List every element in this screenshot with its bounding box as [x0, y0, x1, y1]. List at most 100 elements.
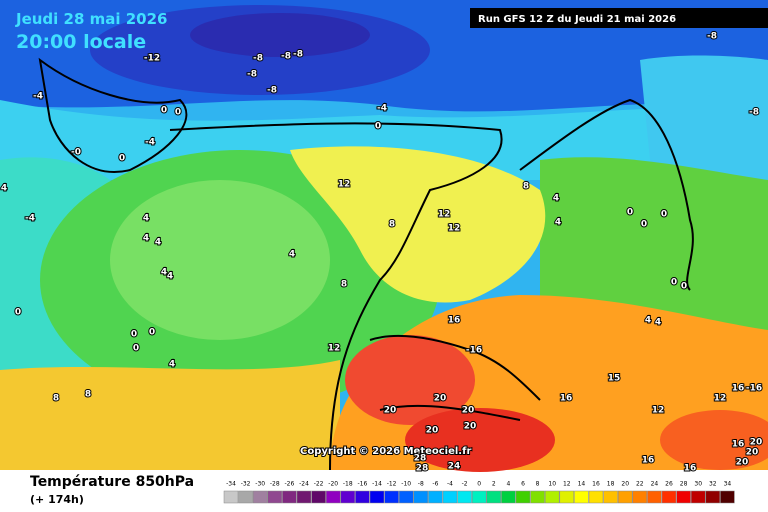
scale-swatch [442, 490, 458, 504]
hot-core [660, 410, 768, 470]
scale-label: -22 [314, 481, 324, 488]
contour-line [169, 122, 503, 471]
scale-label: -14 [372, 481, 382, 488]
scale-label: -8 [418, 481, 424, 488]
isoline-label: 0 [15, 308, 21, 318]
scale-swatch [515, 490, 531, 504]
warm-zone [0, 360, 340, 470]
scale-swatch [223, 490, 239, 504]
scale-label: 34 [724, 481, 732, 488]
scale-swatch [720, 490, 735, 504]
isoline-label: 16 [448, 316, 461, 326]
scale-label: -30 [255, 481, 265, 488]
scale-swatch [588, 490, 604, 504]
hot-core [345, 335, 475, 425]
scale-label: 8 [536, 481, 540, 488]
isoline-label: 20 [426, 426, 439, 436]
scale-label: 30 [694, 481, 702, 488]
cold-core [190, 13, 370, 57]
isoline-label: 12 [328, 344, 341, 354]
isoline-label: 0 [131, 330, 137, 340]
scale-swatch [471, 490, 487, 504]
coastline [519, 98, 694, 291]
hot-core [405, 408, 555, 472]
isoline-label: -8 [293, 50, 303, 60]
isoline-label: 4 [555, 218, 561, 228]
scale-label: -28 [270, 481, 280, 488]
isoline-label: 4 [167, 272, 173, 282]
run-box [470, 8, 768, 28]
isoline-label: -0 [71, 148, 81, 158]
scale-label: 4 [506, 481, 510, 488]
warm-zone [290, 146, 546, 303]
scale-swatch [398, 490, 414, 504]
isoline-label: -16 [746, 384, 762, 394]
isoline-label: 4 [645, 316, 651, 326]
isoline-label: 4 [155, 238, 161, 248]
mild-core [110, 180, 330, 340]
scale-label: 10 [548, 481, 556, 488]
isoline-label: 8 [341, 280, 347, 290]
isoline-label: 4 [143, 234, 149, 244]
isoline-label: -8 [247, 70, 257, 80]
scale-swatch [252, 490, 268, 504]
scale-swatch [238, 490, 253, 504]
isoline-label: 12 [652, 406, 665, 416]
scale-swatch [325, 490, 341, 504]
scale-label: 20 [621, 481, 629, 488]
scale-label: -10 [401, 481, 411, 488]
scale-label: -6 [432, 481, 438, 488]
isoline-label: 20 [462, 406, 475, 416]
isoline-label: -8 [749, 108, 759, 118]
scale-label: 6 [521, 481, 525, 488]
legend-title: Température 850hPa [30, 474, 194, 490]
scale-swatch [530, 490, 545, 504]
isoline-label: 20 [750, 438, 763, 448]
isoline-label: 12 [448, 224, 461, 234]
scale-label: 16 [592, 481, 600, 488]
isoline-label: 12 [438, 210, 451, 220]
isoline-label: -16 [466, 346, 482, 356]
isoline-label: -12 [144, 54, 160, 64]
scale-label: -12 [387, 481, 397, 488]
scale-swatch [676, 490, 691, 504]
scale-label: -20 [328, 481, 338, 488]
isoline-label: 12 [714, 394, 727, 404]
scale-label: 24 [651, 481, 659, 488]
scale-swatch [413, 490, 429, 504]
isoline-label: 28 [416, 464, 429, 474]
scale-swatch [384, 490, 399, 504]
scale-swatch [647, 490, 662, 504]
isoline-label: 16 [732, 440, 745, 450]
isoline-label: 24 [448, 462, 461, 472]
scale-swatch [574, 490, 589, 504]
scale-swatch [282, 490, 297, 504]
isoline-label: 8 [389, 220, 395, 230]
scale-label: 28 [680, 481, 688, 488]
scale-label: -2 [462, 481, 468, 488]
scale-swatch [690, 490, 706, 504]
scale-label: 32 [709, 481, 717, 488]
isoline-label: 16 [560, 394, 573, 404]
isoline-label: 4 [143, 214, 149, 224]
scale-swatch [340, 490, 356, 504]
isoline-label: 8 [53, 394, 59, 404]
isoline-label: 4 [553, 194, 559, 204]
scale-label: 22 [636, 481, 644, 488]
isoline-label: -8 [253, 54, 263, 64]
scale-swatch [501, 490, 516, 504]
scale-swatch [267, 490, 283, 504]
scale-label: -4 [447, 481, 453, 488]
isoline-label: -4 [145, 138, 155, 148]
scale-swatch [559, 490, 575, 504]
scale-swatch [311, 490, 326, 504]
scale-swatch [603, 490, 618, 504]
isoline-label: 0 [671, 278, 677, 288]
isoline-label: 4 [289, 250, 295, 260]
isoline-label: 0 [627, 208, 633, 218]
mild-zone [540, 157, 768, 340]
scale-label: -34 [226, 481, 236, 488]
isoline-label: 16 [732, 384, 745, 394]
scale-label: 12 [563, 481, 571, 488]
